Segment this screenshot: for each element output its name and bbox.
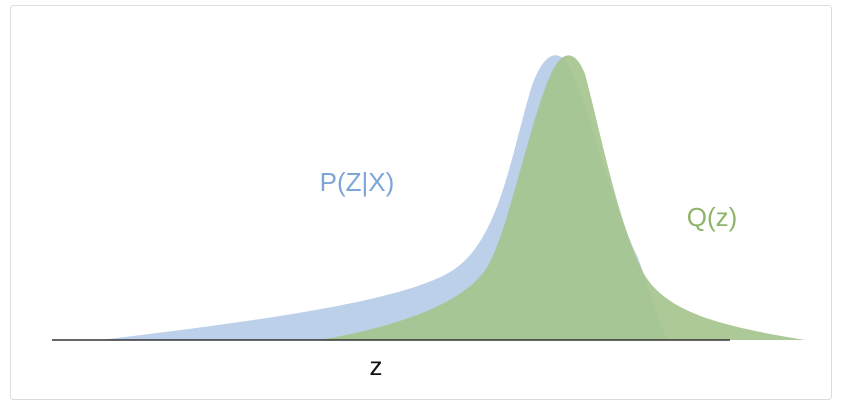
- axis-label: z: [370, 351, 383, 381]
- approximation-label: Q(z): [687, 202, 738, 232]
- approximation-shape: [320, 55, 805, 341]
- posterior-label: P(Z|X): [320, 167, 395, 197]
